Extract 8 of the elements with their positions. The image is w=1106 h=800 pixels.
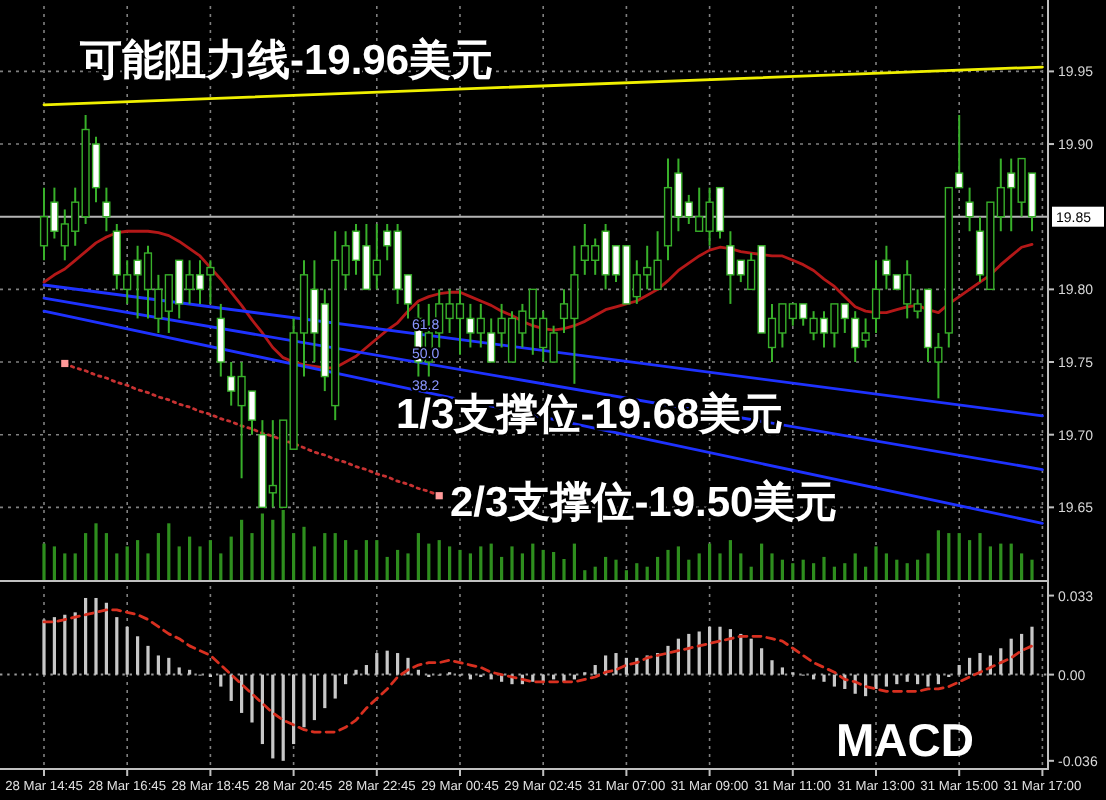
annotation: 2/3支撑位-19.50美元 [450,478,838,526]
candlestick [216,302,225,378]
candlestick [871,259,881,334]
text: MACD [836,714,974,766]
candlestick [965,186,974,233]
candlestick [102,186,111,233]
annotation: 可能阻力线-19.96美元 [78,36,494,84]
line-series [42,229,1034,370]
